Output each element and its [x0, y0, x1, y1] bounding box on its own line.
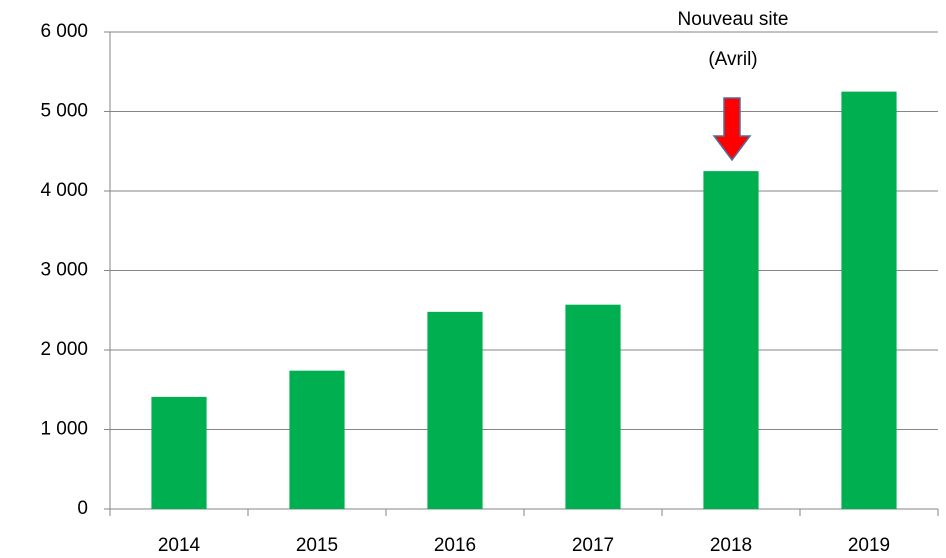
x-tick-label: 2016: [434, 535, 476, 556]
bar: [151, 396, 207, 509]
x-tick-label: 2017: [572, 535, 614, 556]
annotation-line: (Avril): [708, 49, 757, 70]
y-tick-label: 1 000: [40, 419, 88, 440]
y-tick-label: 2 000: [40, 339, 88, 360]
x-tick-label: 2019: [848, 535, 890, 556]
bar: [703, 171, 759, 509]
x-tick-label: 2015: [296, 535, 338, 556]
y-tick-label: 4 000: [40, 180, 88, 201]
bar: [427, 311, 483, 509]
y-tick-label: 3 000: [40, 260, 88, 281]
x-tick-label: 2018: [710, 535, 752, 556]
y-tick-label: 5 000: [40, 101, 88, 122]
bar: [289, 370, 345, 509]
annotation-arrow: [712, 97, 752, 162]
y-tick-label: 0: [77, 498, 88, 519]
bar: [565, 304, 621, 509]
x-tick-label: 2014: [158, 535, 201, 556]
annotation-line: Nouveau site: [678, 9, 789, 30]
bar: [841, 91, 897, 509]
y-tick-label: 6 000: [40, 21, 88, 42]
